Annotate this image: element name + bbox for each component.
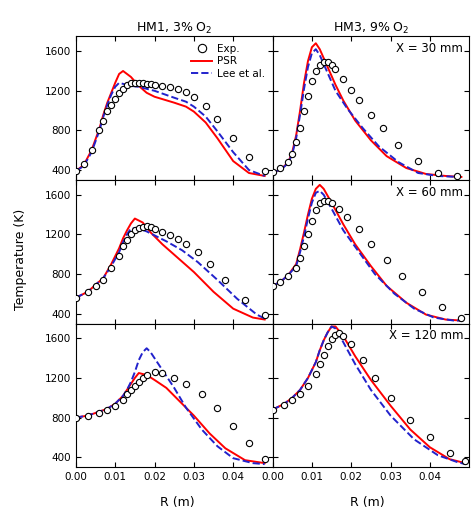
Text: Temperature (K): Temperature (K) <box>14 209 27 310</box>
Legend: Exp., PSR, Lee et al.: Exp., PSR, Lee et al. <box>189 42 267 81</box>
Title: HM3, 9% O$_2$: HM3, 9% O$_2$ <box>333 21 409 36</box>
Text: X = 30 mm: X = 30 mm <box>396 42 464 55</box>
Text: R (m): R (m) <box>160 496 195 509</box>
Text: X = 60 mm: X = 60 mm <box>396 186 464 199</box>
Text: X = 120 mm: X = 120 mm <box>389 329 464 342</box>
Text: R (m): R (m) <box>350 496 385 509</box>
Title: HM1, 3% O$_2$: HM1, 3% O$_2$ <box>136 21 212 36</box>
